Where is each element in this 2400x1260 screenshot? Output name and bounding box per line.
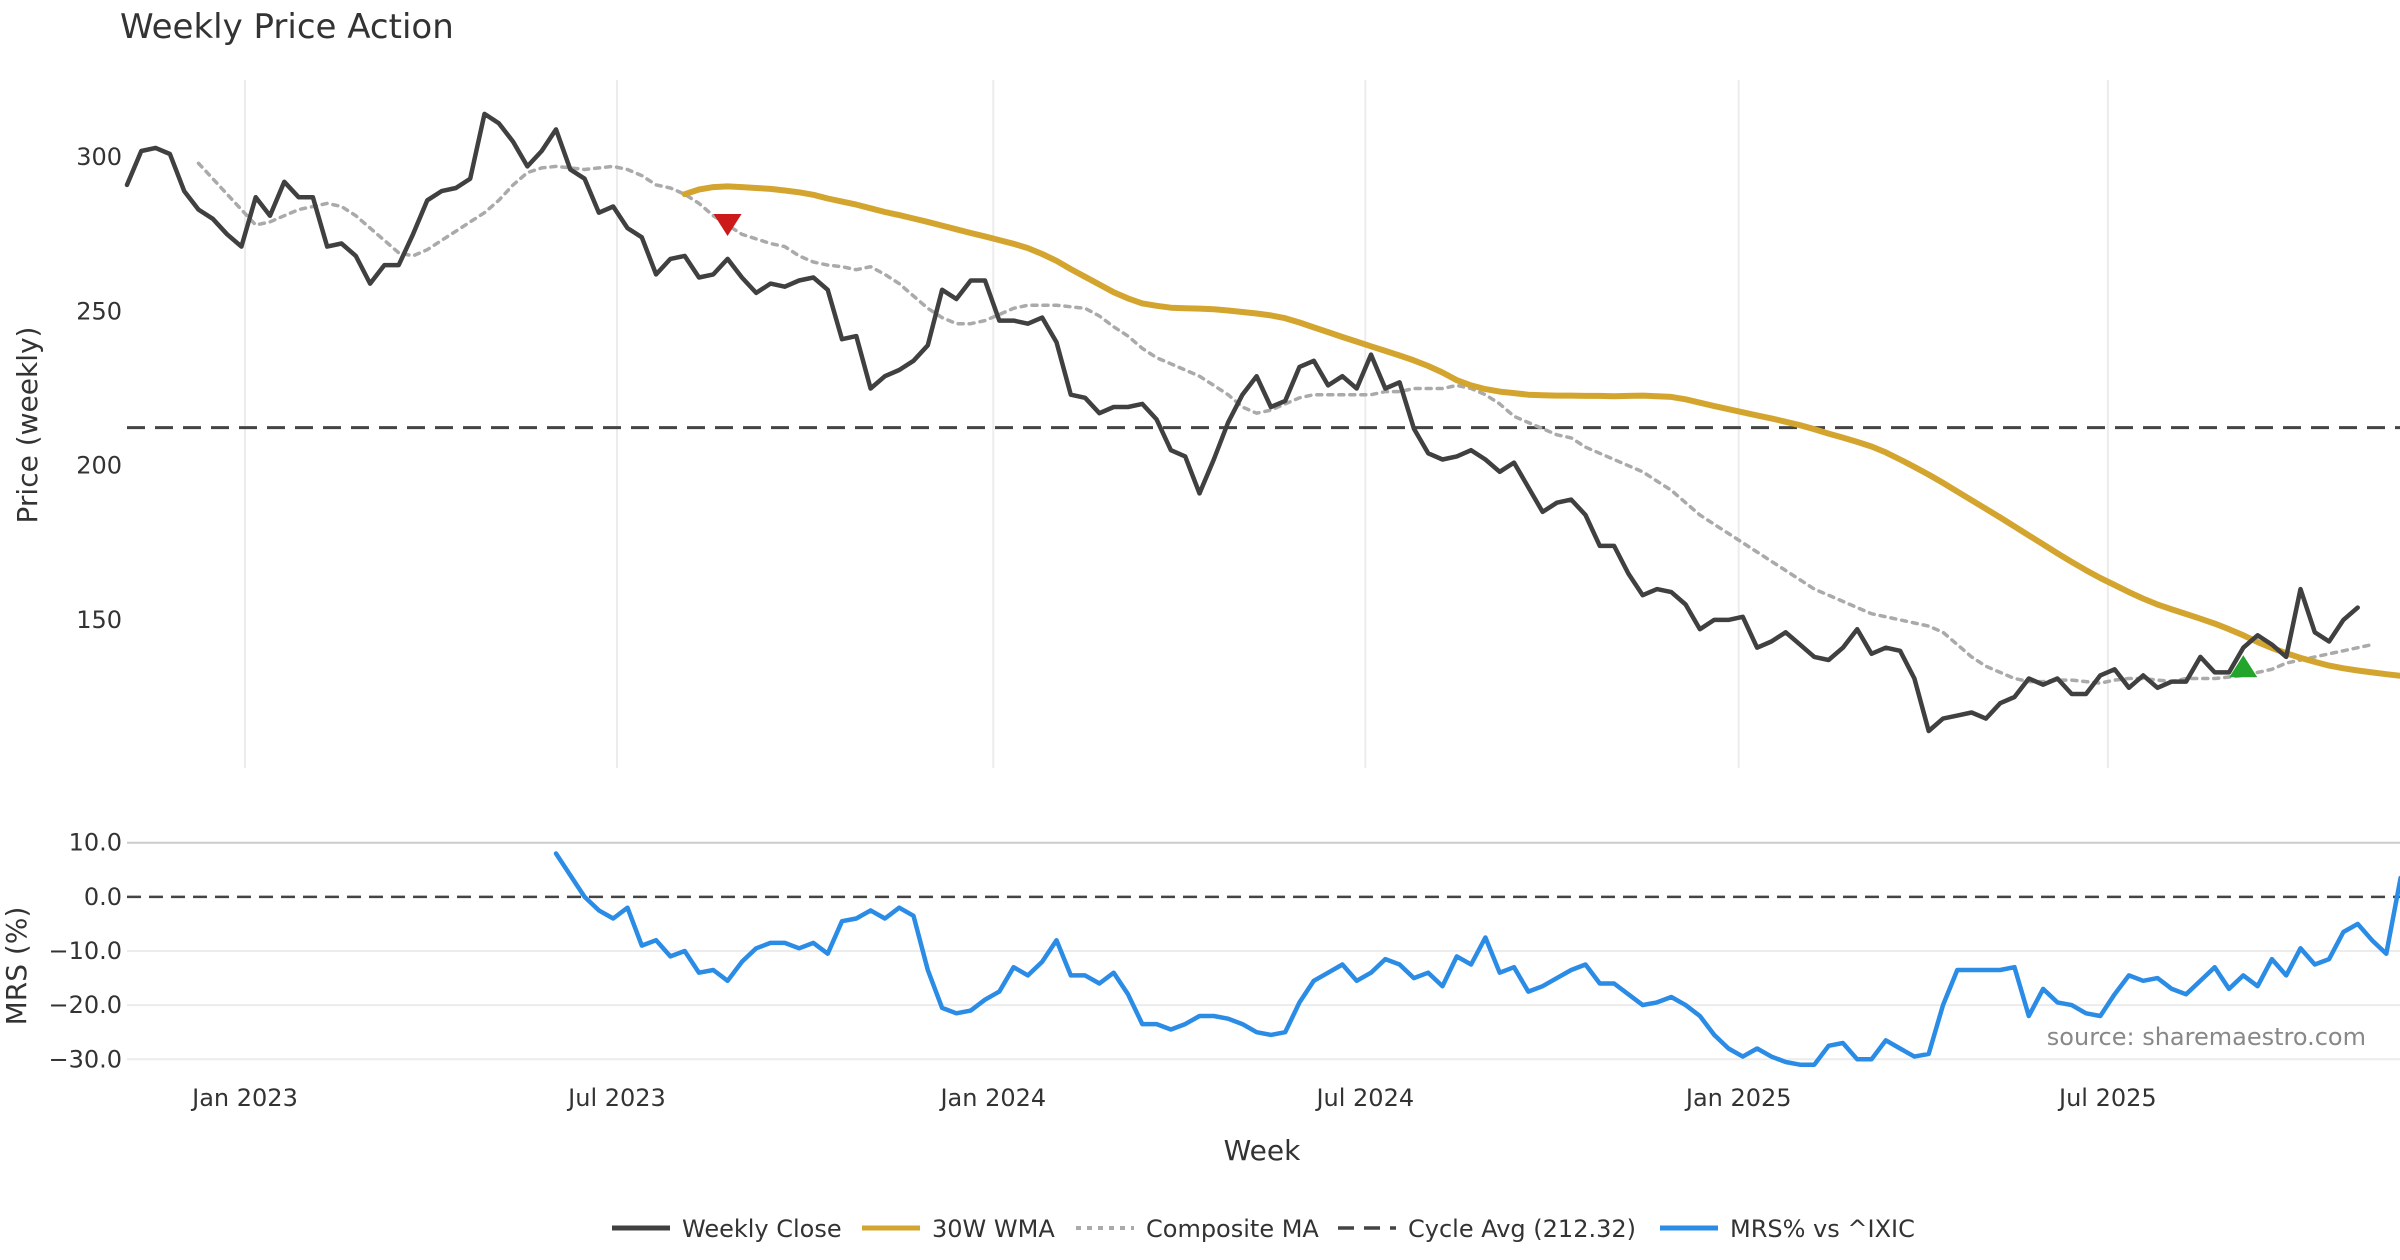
mrs-grid [127,841,2400,1061]
legend-label: Cycle Avg (212.32) [1408,1215,1636,1243]
x-tick-label: Jan 2023 [190,1084,298,1112]
legend-label: Weekly Close [682,1215,842,1243]
x-tick-label: Jan 2025 [1684,1084,1792,1112]
mrs-y-axis-title: MRS (%) [0,907,33,1026]
mrs-y-tick-label: −20.0 [48,991,122,1019]
x-tick-label: Jan 2024 [938,1084,1046,1112]
mrs-y-tick-label: −10.0 [48,937,122,965]
chart-title: Weekly Price Action [120,7,454,47]
x-tick-label: Jul 2024 [1314,1084,1414,1112]
signal-markers [713,214,2258,678]
composite-ma-line [196,161,2374,685]
mrs-y-ticks: 10.0 0.0 −10.0 −20.0 −30.0 [48,829,122,1074]
legend-item-weekly-close: Weekly Close [612,1215,842,1243]
source-note: source: sharemaestro.com [2047,1023,2366,1051]
mrs-vs-ixic-line [553,851,2400,1067]
price-grid [244,80,2109,768]
legend-item-mrs-vs-ixic: MRS% vs ^IXIC [1660,1215,1915,1243]
price-series [124,111,2400,734]
legend-label: Composite MA [1146,1215,1319,1243]
price-y-axis-title: Price (weekly) [11,327,44,524]
legend-label: MRS% vs ^IXIC [1730,1215,1915,1243]
price-y-tick-label: 250 [76,297,122,325]
x-tick-label: Jul 2023 [566,1084,666,1112]
mrs-y-tick-label: 0.0 [84,883,122,911]
legend-label: 30W WMA [932,1215,1055,1243]
price-y-ticks: 300 250 200 150 [76,143,122,634]
legend: Weekly Close 30W WMA Composite MA Cycle Avg… [612,1215,1915,1243]
legend-item-composite-ma: Composite MA [1076,1215,1319,1243]
mrs-y-tick-label: −30.0 [48,1045,122,1073]
legend-item-cycle-avg-212-32: Cycle Avg (212.32) [1338,1215,1636,1243]
legend-item-30w-wma: 30W WMA [862,1215,1055,1243]
x-tick-label: Jul 2025 [2057,1084,2157,1112]
x-axis-ticks: Jan 2023 Jul 2023 Jan 2024 Jul 2024 Jan 2025… [190,1084,2157,1112]
buy-signal-marker [2229,655,2258,678]
mrs-series [553,851,2400,1067]
30w-wma-line [681,183,2400,679]
mrs-y-tick-label: 10.0 [69,829,122,857]
price-y-tick-label: 300 [76,143,122,171]
weekly-close-line [124,111,2360,734]
x-axis-title: Week [1224,1134,1301,1167]
sell-signal-marker [713,214,742,237]
price-y-tick-label: 200 [76,452,122,480]
price-y-tick-label: 150 [76,606,122,634]
